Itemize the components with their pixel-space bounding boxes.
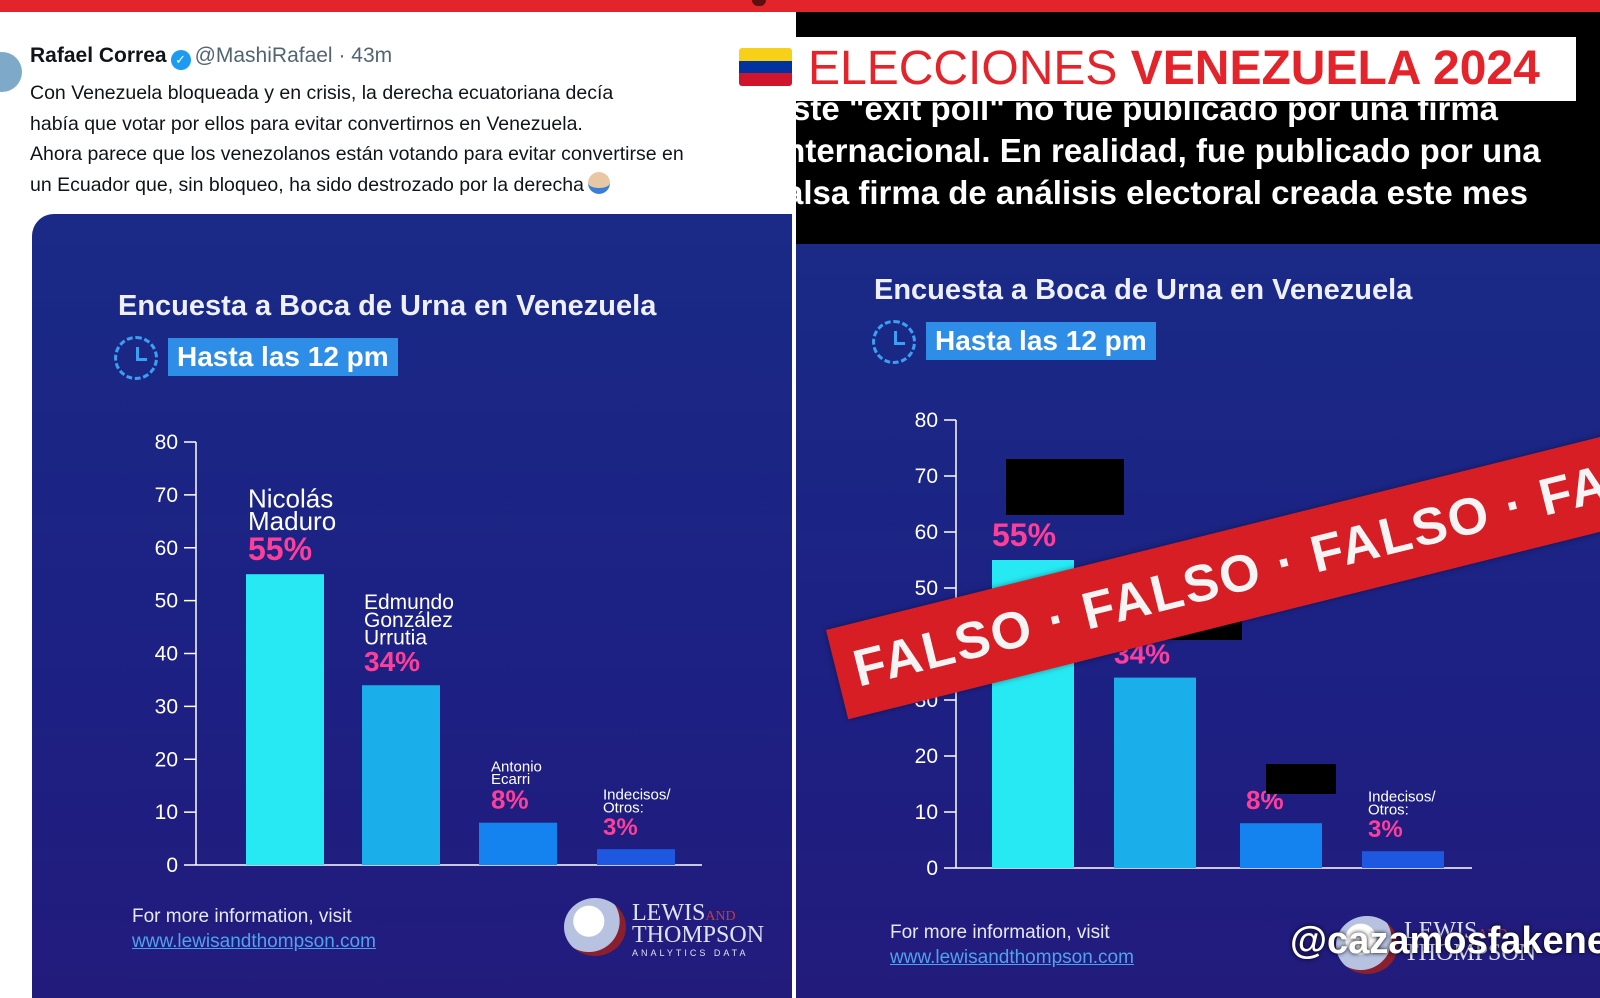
bar-category-label: Ecarri: [491, 771, 530, 788]
top-stripe-mark: [752, 0, 766, 6]
tweet-time[interactable]: 43m: [351, 44, 393, 67]
time-badge: Hasta las 12 pm: [168, 338, 398, 376]
fact-check-panel: Este "exit poll" no fue publicado por un…: [796, 12, 1600, 998]
y-tick-label: 70: [155, 484, 178, 507]
bar-category-label: Otros:: [1368, 801, 1409, 818]
y-tick-label: 70: [915, 465, 938, 488]
tweet-separator: ·: [338, 44, 346, 67]
bar-category-label: Antonio: [491, 758, 542, 775]
bar-category-label: Nicolás: [248, 484, 333, 514]
bar: [362, 685, 440, 865]
bar: [1114, 677, 1196, 868]
bar-value-label: 34%: [364, 646, 420, 677]
logo-line-2: THOMPSON: [632, 922, 765, 948]
bar: [479, 822, 557, 865]
bar-category-label: Otros:: [603, 799, 644, 816]
footer-text: For more information, visit: [132, 906, 352, 927]
headline-text: ELECCIONES VENEZUELA 2024: [808, 41, 1540, 97]
tweet-header: Rafael Correa ✓ @MashiRafael · 43m: [30, 44, 392, 70]
watermark: @cazamosfakenews: [1290, 920, 1600, 962]
y-tick-label: 80: [155, 431, 178, 454]
person-shrugging-icon: [587, 171, 610, 194]
top-stripe: [0, 0, 1600, 12]
bar-category-label: Indecisos/: [603, 787, 671, 804]
y-tick-label: 10: [155, 801, 178, 824]
bar-category-label: Indecisos/: [1368, 789, 1436, 806]
bar: [246, 574, 324, 865]
poll-title: Encuesta a Boca de Urna en Venezuela: [874, 274, 1413, 306]
y-tick-label: 20: [155, 748, 178, 771]
tweet-line: había que votar por ellos para evitar co…: [30, 112, 583, 135]
footer-text: For more information, visit: [890, 922, 1110, 943]
caption-line: falsa firma de análisis electoral creada…: [796, 174, 1528, 211]
verified-badge-icon: ✓: [170, 50, 191, 70]
redaction-box: [1006, 459, 1124, 515]
y-tick-label: 60: [155, 537, 178, 560]
clock-icon: [872, 320, 916, 364]
bar-value-label: 3%: [603, 814, 638, 841]
venezuela-flag-icon: [739, 48, 792, 86]
y-tick-label: 80: [915, 409, 938, 432]
flag-stripe-yellow: [739, 48, 792, 61]
logo-line-2: THOMPSON: [1404, 940, 1537, 966]
tweet-handle[interactable]: @MashiRafael: [194, 44, 333, 67]
tweet-panel: Rafael Correa ✓ @MashiRafael · 43m Con Ven…: [0, 12, 796, 998]
bar-category-label: Urrutia: [364, 627, 427, 650]
tweet-line: Ahora parece que los venezolanos están v…: [30, 143, 684, 165]
y-tick-label: 50: [155, 590, 178, 613]
headline-highlight: VENEZUELA 2024: [1130, 42, 1540, 95]
logo-and: AND: [705, 909, 736, 924]
bar-value-label: 8%: [491, 785, 529, 815]
eagle-logo-icon: [1336, 916, 1398, 974]
avatar[interactable]: [0, 52, 22, 92]
tweet-line: un Ecuador que, sin bloqueo, ha sido des…: [30, 173, 584, 196]
y-tick-label: 30: [155, 695, 178, 718]
flag-stripe-red: [739, 73, 792, 86]
footer-link[interactable]: www.lewisandthompson.com: [132, 931, 376, 952]
tweet-text: Con Venezuela bloqueada y en crisis, la …: [30, 78, 796, 200]
headline-banner: ELECCIONES VENEZUELA 2024: [738, 37, 1576, 101]
tweet-author[interactable]: Rafael Correa: [30, 44, 167, 67]
y-tick-label: 50: [915, 577, 938, 600]
footer-link[interactable]: www.lewisandthompson.com: [890, 947, 1134, 968]
y-tick-label: 40: [155, 643, 178, 666]
y-tick-label: 20: [915, 745, 938, 768]
logo-and: AND: [1477, 927, 1508, 942]
flag-stripe-blue: [739, 60, 792, 74]
y-tick-label: 10: [915, 801, 938, 824]
time-badge: Hasta las 12 pm: [926, 322, 1156, 360]
logo-line-3: ANALYTICS DATA: [632, 948, 749, 958]
bar-value-label: 3%: [1368, 816, 1403, 843]
caption-line: internacional. En realidad, fue publicad…: [796, 132, 1541, 169]
bar-category-label: Edmundo: [364, 591, 454, 614]
clock-icon: [114, 336, 158, 380]
logo-line-1: LEWIS: [1404, 918, 1478, 944]
bar: [597, 849, 675, 865]
bar-value-label: 55%: [992, 517, 1056, 553]
bar-value-label: 55%: [248, 531, 312, 567]
bar: [1362, 851, 1444, 868]
headline-prefix: ELECCIONES: [808, 42, 1131, 95]
poll-image-card[interactable]: Encuesta a Boca de Urna en Venezuela Has…: [32, 214, 792, 998]
bar-category-label: González: [364, 609, 453, 632]
bar: [1240, 823, 1322, 868]
y-tick-label: 60: [915, 521, 938, 544]
bar-category-label: Maduro: [248, 506, 336, 536]
logo-line-1: LEWIS: [632, 900, 706, 926]
tweet-line: Con Venezuela bloqueada y en crisis, la …: [30, 82, 614, 104]
tweet-line-last: un Ecuador que, sin bloqueo, ha sido des…: [30, 170, 796, 201]
poll-title: Encuesta a Boca de Urna en Venezuela: [118, 290, 657, 322]
eagle-logo-icon: [564, 898, 626, 956]
y-tick-label: 0: [926, 857, 938, 880]
redaction-box: [1266, 764, 1336, 794]
y-tick-label: 0: [166, 854, 178, 877]
